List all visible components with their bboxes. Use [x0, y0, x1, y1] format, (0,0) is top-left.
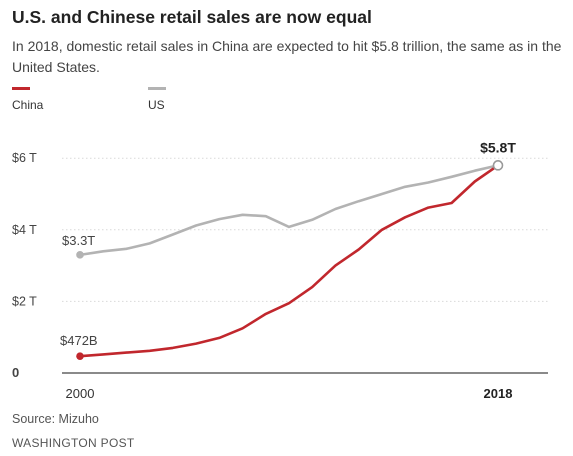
y-tick-label: $6 T: [12, 151, 37, 165]
source-note: Source: Mizuho: [12, 412, 99, 426]
legend-label-china: China: [12, 98, 44, 112]
y-tick-label: 0: [12, 365, 19, 380]
annotation-end-value: $5.8T: [480, 139, 516, 155]
x-tick-label: 2000: [66, 386, 95, 401]
annotation-china-start: $472B: [60, 333, 98, 348]
x-tick-label: 2018: [484, 386, 513, 401]
publisher-credit: WASHINGTON POST: [12, 436, 135, 450]
start-marker-us: [76, 251, 84, 259]
legend-item-us: US: [148, 87, 166, 114]
legend-label-us: US: [148, 98, 165, 112]
legend-swatch-us: [148, 87, 166, 90]
chart-subtitle: In 2018, domestic retail sales in China …: [12, 38, 562, 75]
annotation-us-start: $3.3T: [62, 233, 95, 248]
series-line-us: [78, 164, 500, 257]
series-line-china: [78, 164, 500, 358]
end-marker: [492, 160, 504, 171]
legend-item-china: China: [12, 87, 43, 114]
y-tick-label: $4 T: [12, 223, 37, 237]
chart-title: U.S. and Chinese retail sales are now eq…: [12, 7, 372, 27]
legend-swatch-china: [12, 87, 30, 90]
y-tick-label: $2 T: [12, 294, 37, 308]
start-marker-china: [76, 352, 84, 360]
